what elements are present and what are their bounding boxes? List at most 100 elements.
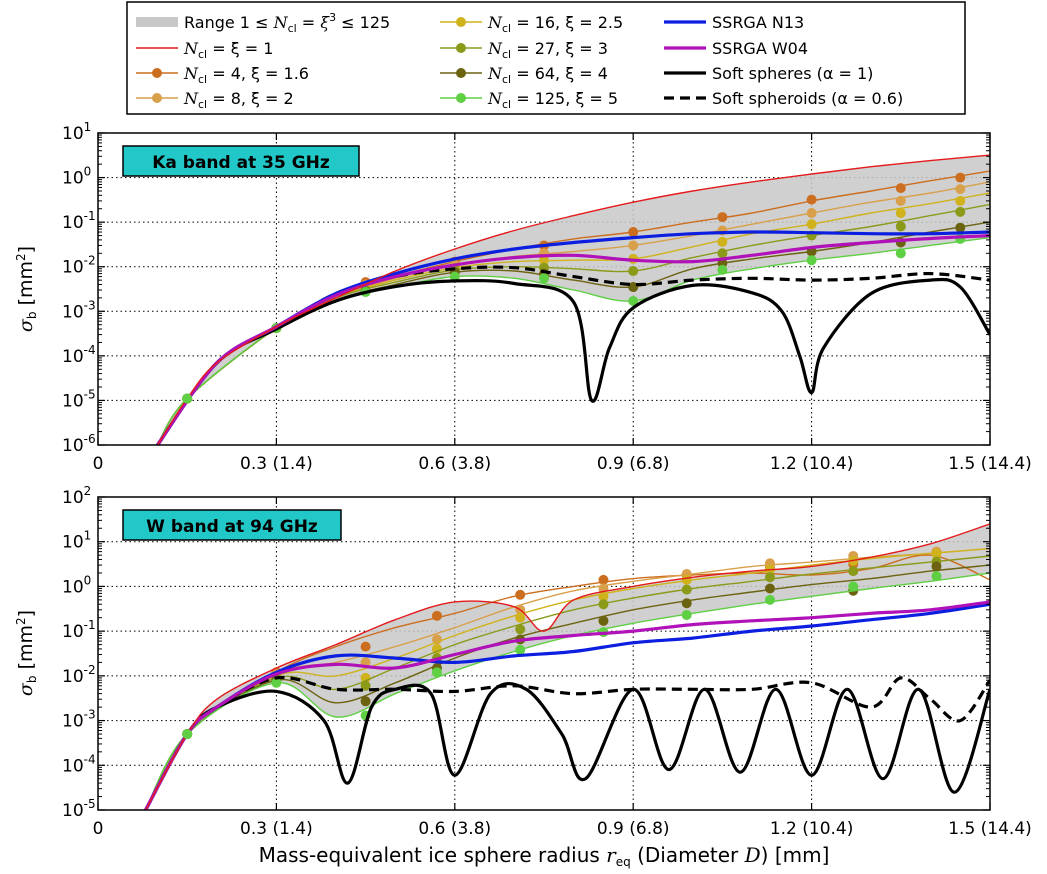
w-x-tick-label: 0.9 (6.8) (597, 819, 670, 839)
w-marker-n125 (931, 571, 942, 582)
w-y-tick-label: 10-2 (62, 663, 96, 687)
w-marker-n125 (431, 667, 442, 678)
w-marker-n125 (681, 609, 692, 620)
w-marker-n4 (431, 610, 442, 621)
legend-frame (126, 1, 966, 115)
ka-marker-n125 (539, 273, 549, 284)
ka-ticks: 0 0.3 (1.4) 0.6 (3.8) 0.9 (6.8) 1.2 (10.4) 1.… (62, 120, 1032, 474)
ka-marker-n64 (628, 282, 639, 293)
legend-label-n64: Ncl = 64, ξ = 4 (487, 64, 608, 86)
legend-marker-n16 (456, 17, 466, 27)
ka-marker-n16 (895, 208, 906, 219)
legend-label-n8: Ncl = 8, ξ = 2 (183, 89, 294, 111)
ka-x-tick-label: 1.2 (10.4) (770, 454, 854, 474)
ka-series (156, 154, 990, 445)
w-marker-n125 (515, 644, 526, 655)
ka-x-tick-label: 0 (93, 454, 104, 474)
w-panel-label: W band at 94 GHz (146, 517, 318, 537)
ka-series-n1 (156, 154, 990, 445)
ka-y-tick-label: 10-3 (62, 298, 96, 322)
ka-series-soft_spheres (156, 277, 990, 445)
ka-x-tick-label: 0.3 (1.4) (240, 454, 313, 474)
legend-label-n16: Ncl = 16, ξ = 2.5 (487, 13, 623, 35)
legend-label-n1: Ncl = ξ = 1 (183, 39, 273, 61)
ka-band-panel: 0 0.3 (1.4) 0.6 (3.8) 0.9 (6.8) 1.2 (10.4) 1.… (14, 120, 1032, 474)
ka-marker-n8 (628, 240, 639, 251)
legend-swatch-range (136, 17, 178, 27)
w-marker-n27 (764, 572, 775, 583)
ka-marker-n4 (895, 183, 906, 194)
ka-marker-n27 (628, 266, 639, 277)
w-x-tick-label: 1.5 (14.4) (948, 819, 1032, 839)
w-ylabel: σb [mm2] (14, 610, 39, 696)
w-x-tick-label: 1.2 (10.4) (770, 819, 854, 839)
w-marker-n27 (598, 599, 609, 610)
w-marker-n64 (931, 561, 942, 572)
w-y-tick-label: 10-5 (62, 797, 96, 821)
legend-label-ssrga_w04: SSRGA W04 (712, 39, 808, 58)
w-marker-n125-first (182, 729, 193, 740)
ka-marker-n125 (806, 255, 817, 266)
ka-y-tick-label: 10-6 (62, 432, 96, 456)
ka-marker-n4 (806, 194, 817, 205)
legend-marker-n125 (456, 93, 466, 103)
ka-x-tick-label: 0.9 (6.8) (597, 454, 670, 474)
ka-x-tick-label: 1.5 (14.4) (948, 454, 1032, 474)
w-series-soft_spheres (144, 681, 990, 810)
w-y-tick-label: 101 (62, 529, 91, 553)
legend-label-range: Range 1 ≤ Ncl = ξ3 ≤ 125 (184, 11, 390, 35)
ka-marker-n125 (895, 248, 906, 259)
w-marker-n16 (931, 548, 942, 559)
ka-marker-n8 (806, 208, 817, 219)
ka-y-tick-label: 10-5 (62, 387, 96, 411)
w-panel-label-box: W band at 94 GHz (122, 509, 342, 541)
w-x-tick-label: 0.6 (3.8) (418, 819, 491, 839)
w-axes-frame (97, 496, 991, 811)
ka-marker-n16 (539, 255, 549, 266)
ka-marker-n64 (955, 222, 966, 233)
ka-marker-n27 (895, 221, 906, 232)
w-y-tick-label: 10-3 (62, 708, 96, 732)
w-series-soft_spheroids (144, 675, 990, 810)
legend-marker-n64 (456, 68, 466, 78)
w-band-panel: 0 0.3 (1.4) 0.6 (3.8) 0.9 (6.8) 1.2 (10.4) 1.… (14, 484, 1032, 839)
legend-label-n125: Ncl = 125, ξ = 5 (487, 89, 618, 111)
w-marker-n125 (848, 581, 859, 592)
w-marker-n4 (598, 574, 609, 585)
ka-marker-n27 (717, 248, 728, 259)
w-marker-n16 (681, 574, 692, 585)
ka-y-tick-label: 10-4 (62, 343, 96, 367)
legend-label-soft_spheres: Soft spheres (α = 1) (712, 64, 873, 83)
ka-range-band (157, 155, 990, 445)
ka-marker-n16 (806, 219, 817, 230)
w-marker-n64 (764, 583, 775, 594)
ka-marker-n125 (717, 264, 728, 275)
ka-panel-label: Ka band at 35 GHz (152, 153, 330, 173)
w-marker-n4 (515, 589, 526, 600)
w-marker-n16 (515, 612, 526, 623)
ka-y-tick-label: 100 (62, 165, 91, 189)
w-marker-n27 (360, 680, 371, 691)
w-marker-n16 (598, 591, 609, 602)
w-series (144, 523, 990, 810)
w-marker-n64 (360, 696, 371, 707)
ka-marker-n125-first (182, 393, 193, 404)
w-marker-n125 (764, 594, 775, 605)
ka-y-tick-label: 10-1 (62, 209, 96, 233)
legend-label-ssrga_n13: SSRGA N13 (712, 13, 804, 32)
w-range-band (145, 523, 990, 810)
ka-marker-n4 (628, 227, 639, 238)
legend: Range 1 ≤ Ncl = ξ3 ≤ 125 Ncl = ξ = 1 Ncl =… (126, 1, 966, 115)
ka-marker-n16 (717, 236, 728, 247)
ka-marker-n16 (955, 195, 966, 206)
w-series-n1 (144, 523, 990, 810)
legend-marker-n4 (152, 68, 162, 78)
ka-marker-n4 (717, 212, 728, 223)
w-marker-n64 (598, 615, 609, 626)
ka-marker-n4 (955, 172, 966, 183)
w-marker-n64 (681, 598, 692, 609)
w-marker-n125 (271, 677, 282, 688)
ka-series-soft_spheroids (156, 265, 990, 445)
ka-marker-n8 (895, 195, 906, 206)
